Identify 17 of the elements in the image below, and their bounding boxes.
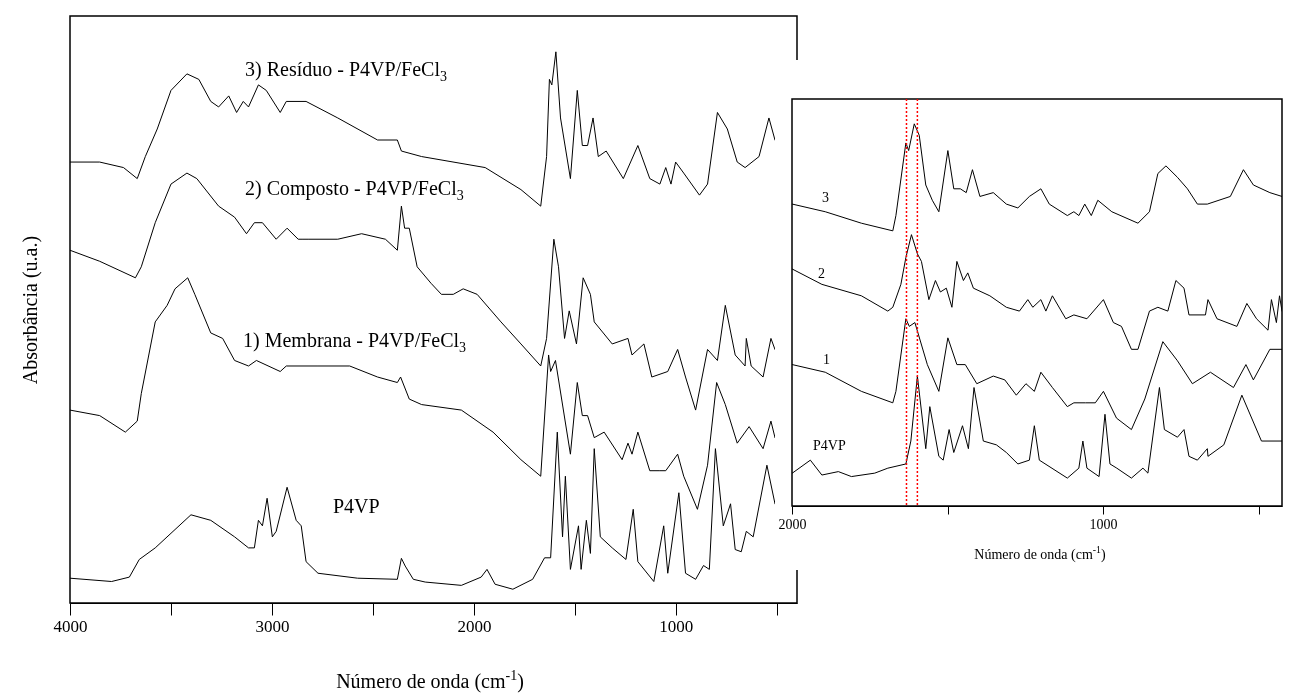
y-axis-title: Absorbância (u.a.) <box>19 235 41 385</box>
series-label: P4VP <box>813 438 846 453</box>
series-label: 3) Resíduo - P4VP/FeCl$_{3}$ <box>245 57 448 84</box>
x-axis-title: Número de onda (cm$^{-1}$) <box>974 543 1106 562</box>
series-label: P4VP <box>333 495 380 517</box>
x-tick-label: 1000 <box>1089 516 1118 532</box>
series-label: 3 <box>822 190 829 205</box>
series-label: 1) Membrana - P4VP/FeCl$_{3}$ <box>243 328 467 355</box>
series-label: 1 <box>823 352 830 367</box>
x-tick-label: 2000 <box>457 616 492 636</box>
x-tick-label: 2000 <box>778 516 807 532</box>
series-label: 2) Composto - P4VP/FeCl$_{3}$ <box>245 176 464 203</box>
series-label: 2 <box>818 266 825 281</box>
x-axis-title: Número de onda (cm$^{-1}$) <box>336 668 524 692</box>
x-tick-label: 3000 <box>255 616 290 636</box>
x-tick-label: 4000 <box>53 616 88 636</box>
x-tick-label: 1000 <box>659 616 694 636</box>
